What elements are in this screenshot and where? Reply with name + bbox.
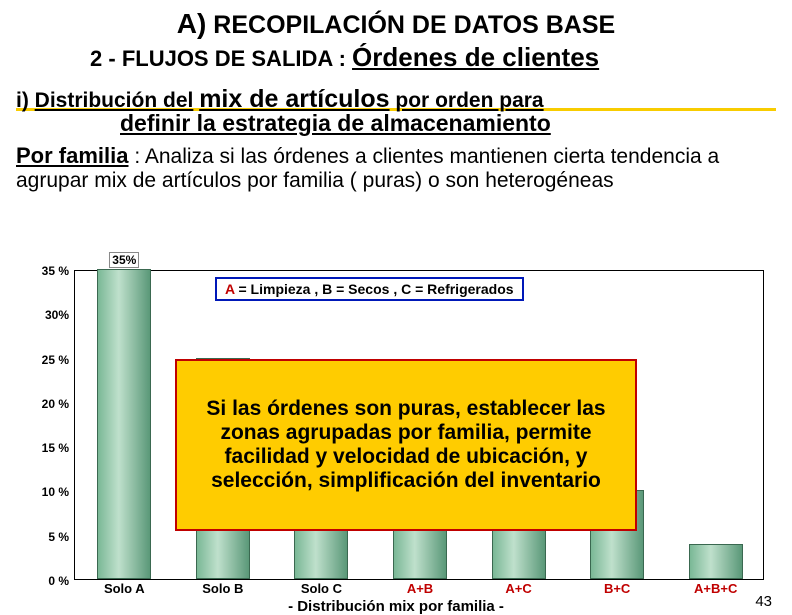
bar [689,544,743,579]
title-main: RECOPILACIÓN DE DATOS BASE [213,11,615,39]
x-label: Solo B [202,581,243,596]
chart-footer: - Distribución mix por familia - [0,598,792,615]
x-label: Solo C [301,581,342,596]
subtitle: i) Distribución del mix de artículos por… [0,85,792,114]
legend: A = Limpieza , B = Secos , C = Refrigera… [215,277,524,301]
title-ordenes: Órdenes de clientes [352,42,599,72]
y-label: 35 % [42,264,69,278]
y-label: 10 % [42,485,69,499]
body-text: Por familia : Analiza si las órdenes a c… [0,143,792,193]
sub-prefix: i) [16,89,29,112]
x-label: A+B [407,581,433,596]
sub-text2: por orden para [395,89,543,112]
title-num: 2 - [90,46,116,71]
title-a: A) [177,8,207,39]
callout-text: Si las órdenes son puras, establecer las… [193,397,619,493]
x-label: B+C [604,581,630,596]
y-label: 20 % [42,397,69,411]
title-flujos: FLUJOS DE SALIDA : [122,46,346,71]
y-axis-labels: 35 %30%25 %20 %15 %10 %5 %0 % [29,271,75,579]
bar-value-label: 35% [109,252,139,268]
bar [492,526,546,579]
y-label: 0 % [48,574,69,588]
bar: 35% [97,269,151,579]
legend-a: A [225,281,235,297]
callout-box: Si las órdenes son puras, establecer las… [175,359,637,531]
subtitle-line2: definir la estrategia de almacenamiento [0,110,792,137]
y-label: 25 % [42,353,69,367]
y-label: 5 % [48,530,69,544]
legend-rest: = Limpieza , B = Secos , C = Refrigerado… [235,281,514,297]
x-axis-labels: Solo A Solo B Solo C A+B A+C B+C A+B+C [75,579,763,599]
por-familia: Por familia [16,143,128,168]
chart: 35 %30%25 %20 %15 %10 %5 %0 % 35%10% A =… [74,270,764,580]
x-label: A+B+C [694,581,737,596]
title-line2: 2 - FLUJOS DE SALIDA : Órdenes de client… [0,42,792,73]
title-line1: A) RECOPILACIÓN DE DATOS BASE [0,0,792,40]
page-number: 43 [755,593,772,610]
sub-mid: mix de artículos [199,85,389,113]
x-label: Solo A [104,581,145,596]
sub-text1: Distribución del [35,89,194,112]
y-label: 30% [45,308,69,322]
x-label: A+C [505,581,531,596]
y-label: 15 % [42,441,69,455]
